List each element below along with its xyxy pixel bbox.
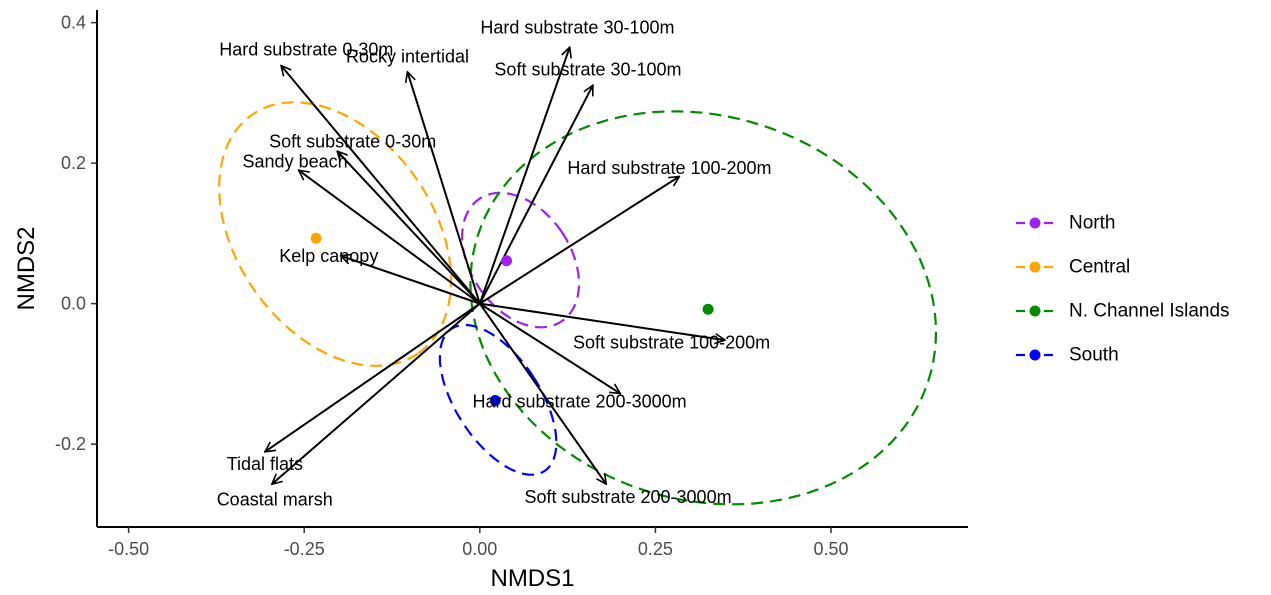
y-tick-label: -0.2 [55, 434, 86, 454]
vector-arrow-coastal-marsh [272, 302, 481, 485]
legend-item-central: Central [1016, 257, 1130, 278]
vector-arrow-rocky-intertidal [407, 72, 481, 304]
vector-label-hard-substrate-100-200m: Hard substrate 100-200m [567, 158, 771, 178]
vector-label-hard-substrate-30-100m: Hard substrate 30-100m [480, 18, 674, 38]
vector-arrow-soft-substrate-30-100m [478, 85, 594, 305]
legend-key-point [1029, 217, 1041, 229]
vector-label-soft-substrate-30-100m: Soft substrate 30-100m [494, 60, 681, 80]
vector-arrow-sandy-beach [299, 170, 481, 305]
group-ellipses [218, 101, 938, 506]
y-tick-label: 0.0 [61, 294, 86, 314]
environmental-vectors [265, 47, 725, 484]
legend-label: N. Channel Islands [1069, 301, 1230, 322]
vector-arrow-hard-substrate-200-3000m [479, 302, 620, 394]
vector-label-kelp-canopy: Kelp canopy [279, 246, 378, 266]
vector-label-hard-substrate-0-30m: Hard substrate 0-30m [219, 39, 393, 59]
y-tick-label: 0.2 [61, 153, 86, 173]
vector-arrow-kelp-canopy [341, 256, 481, 305]
centroid-central [310, 232, 322, 244]
ellipse-n-channel-islands [469, 110, 938, 506]
legend-label: Central [1069, 257, 1130, 278]
vector-arrow-hard-substrate-0-30m [281, 65, 481, 305]
vector-arrow-hard-substrate-100-200m [479, 176, 679, 305]
legend-key-point [1029, 261, 1041, 273]
centroid-north [501, 255, 513, 267]
vector-label-hard-substrate-200-3000m: Hard substrate 200-3000m [472, 391, 686, 411]
vector-label-soft-substrate-200-3000m: Soft substrate 200-3000m [524, 487, 731, 507]
vector-label-sandy-beach: Sandy beach [243, 152, 348, 172]
centroid-n-channel-islands [702, 303, 714, 315]
vector-label-coastal-marsh: Coastal marsh [217, 490, 333, 510]
vector-arrow-tidal-flats [265, 302, 481, 452]
centroid-south [489, 395, 501, 407]
x-tick-label: 0.25 [638, 539, 673, 559]
axes: -0.50 -0.25 0.00 0.25 0.50 -0.2 0.0 0.2 0.4 NMDS1… [13, 10, 968, 592]
vector-label-soft-substrate-0-30m: Soft substrate 0-30m [269, 131, 436, 151]
x-axis-title: NMDS1 [490, 565, 574, 592]
ellipse-north [461, 191, 581, 329]
vector-arrow-soft-substrate-200-3000m [478, 303, 606, 485]
x-tick-label: 0.00 [462, 539, 497, 559]
group-centroids [310, 232, 714, 407]
legend-item-north: North [1016, 213, 1115, 234]
vector-label-soft-substrate-100-200m: Soft substrate 100-200m [573, 332, 770, 352]
ellipse-south [438, 323, 558, 476]
legend-key-point [1029, 349, 1041, 361]
legend-label: South [1069, 345, 1119, 366]
y-tick-label: 0.4 [61, 13, 86, 33]
vector-arrow-hard-substrate-30-100m [478, 47, 570, 304]
vector-label-rocky-intertidal: Rocky intertidal [346, 46, 469, 66]
legend-label: North [1069, 213, 1115, 234]
legend-item-n-channel-islands: N. Channel Islands [1016, 301, 1230, 322]
x-tick-label: 0.50 [814, 539, 849, 559]
vector-arrow-soft-substrate-100-200m [479, 302, 725, 341]
vector-arrow-soft-substrate-0-30m [337, 151, 481, 305]
legend-key-point [1029, 305, 1041, 317]
x-tick-label: -0.50 [108, 539, 149, 559]
x-tick-label: -0.25 [284, 539, 325, 559]
legend-item-south: South [1016, 345, 1119, 366]
ellipse-central [218, 101, 453, 367]
legend: North Central N. Channel Islands South [1016, 213, 1230, 366]
vector-label-tidal-flats: Tidal flats [227, 454, 303, 474]
y-axis-title: NMDS2 [13, 226, 40, 310]
